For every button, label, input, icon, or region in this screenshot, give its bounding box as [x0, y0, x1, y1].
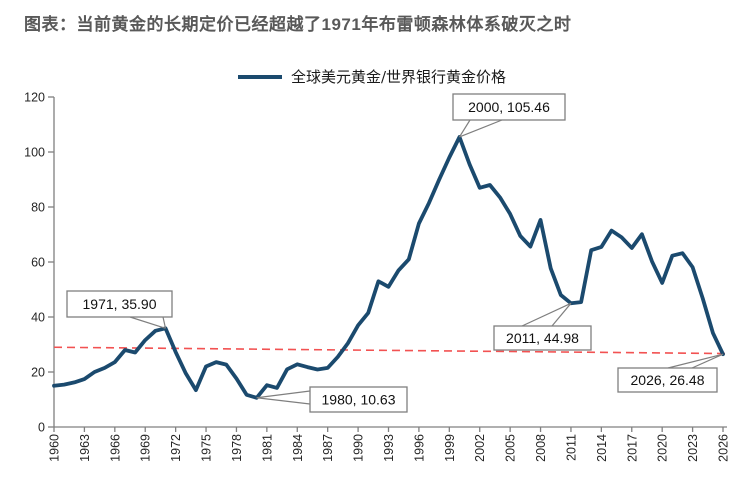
x-tick-label: 1987	[321, 434, 335, 462]
callout-leader	[256, 390, 311, 399]
x-tick-label: 2020	[656, 434, 670, 462]
callout-label: 1971, 35.90	[83, 296, 157, 312]
x-tick-label: 1996	[412, 434, 426, 462]
callout-box	[617, 367, 718, 393]
x-tick-label: 1984	[291, 434, 305, 462]
callout-box	[66, 290, 173, 318]
x-tick-label: 2011	[564, 434, 578, 461]
callout-leader	[129, 316, 166, 329]
reference-dashed-line	[53, 346, 731, 355]
callout-leader	[551, 302, 572, 327]
y-tick-label: 20	[31, 366, 45, 380]
y-tick-label: 120	[24, 91, 45, 105]
y-tick-label: 60	[31, 256, 45, 270]
callout-leader	[521, 302, 572, 327]
callout-leader	[162, 316, 167, 329]
x-tick-label: 2014	[595, 434, 609, 462]
x-tick-label: 1960	[48, 434, 62, 462]
x-tick-label: 1993	[382, 434, 396, 462]
annotation-callout: 1980, 10.63	[256, 386, 408, 413]
series-line	[52, 135, 725, 400]
x-tick-label: 2005	[504, 434, 518, 462]
y-tick-label: 0	[38, 421, 45, 435]
callout-label: 2026, 26.48	[631, 372, 705, 388]
x-tick-label: 1975	[200, 434, 214, 462]
y-tick-label: 80	[31, 201, 45, 215]
x-tick-label: 1963	[78, 434, 92, 462]
callout-leader	[458, 119, 471, 138]
callout-box	[493, 325, 592, 351]
callout-label: 2011, 44.98	[506, 330, 579, 346]
y-tick-label: 100	[24, 146, 45, 160]
callout-leader	[256, 397, 311, 405]
x-tick-label: 1978	[230, 434, 244, 462]
annotation-callout: 1971, 35.90	[66, 290, 173, 329]
x-tick-label: 1969	[139, 434, 153, 462]
x-tick-label: 1990	[352, 434, 366, 462]
callout-box	[309, 386, 408, 413]
annotation-callout: 2026, 26.48	[617, 353, 724, 393]
x-tick-label: 2002	[473, 434, 487, 462]
annotation-callout: 2000, 105.46	[452, 93, 566, 138]
annotation-callout: 2011, 44.98	[493, 302, 592, 351]
legend-label: 全球美元黄金/世界银行黄金价格	[290, 68, 507, 86]
x-tick-label: 2017	[625, 434, 639, 462]
callout-leader	[459, 119, 503, 138]
callout-label: 2000, 105.46	[468, 99, 550, 115]
callout-label: 1980, 10.63	[322, 392, 396, 408]
callout-leader	[667, 353, 724, 369]
x-tick-label: 1999	[443, 434, 457, 462]
x-tick-label: 2008	[534, 434, 548, 462]
x-tick-label: 2026	[717, 434, 731, 462]
callout-box	[452, 93, 566, 121]
x-tick-label: 2023	[686, 434, 700, 462]
x-tick-label: 1966	[108, 434, 122, 462]
chart-title: 图表：当前黄金的长期定价已经超越了1971年布雷顿森林体系破灭之时	[24, 15, 572, 34]
x-tick-label: 1972	[169, 434, 183, 462]
legend-line-swatch	[237, 74, 282, 79]
x-tick-label: 1981	[260, 434, 274, 462]
y-tick-label: 40	[31, 311, 45, 325]
legend: 全球美元黄金/世界银行黄金价格	[0, 66, 744, 87]
callout-leader	[691, 353, 724, 369]
